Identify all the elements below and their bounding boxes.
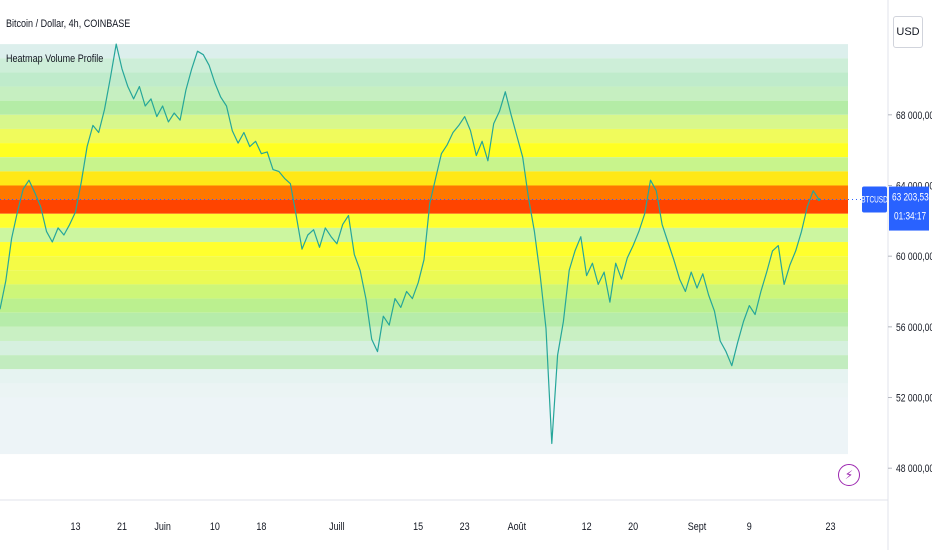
heatmap-band (0, 143, 848, 158)
time-axis-label: Sept (688, 521, 707, 533)
heatmap-band (0, 397, 848, 455)
heatmap-band (0, 242, 848, 257)
countdown-label: 01:34:17 (894, 211, 926, 223)
last-point (817, 198, 821, 202)
price-tick-label: 60 000,00 (896, 251, 932, 263)
time-axis-label: 23 (826, 521, 836, 533)
heatmap-band (0, 227, 848, 243)
time-axis-label: 18 (256, 521, 266, 533)
heatmap-band (0, 312, 848, 327)
indicator-label[interactable]: Heatmap Volume Profile (6, 53, 104, 65)
price-tick-label: 68 000,00 (896, 110, 932, 122)
heatmap-band (0, 213, 848, 228)
heatmap-band (0, 326, 848, 341)
heatmap-band (0, 199, 848, 214)
symbol-tag[interactable] (862, 186, 887, 213)
heatmap-band (0, 157, 848, 172)
time-axis-label: Août (508, 521, 527, 533)
heatmap-band (0, 298, 848, 313)
chart-title: Bitcoin / Dollar, 4h, COINBASE (6, 18, 131, 30)
time-axis-label: 10 (210, 521, 220, 533)
heatmap-band (0, 355, 848, 370)
lightning-icon[interactable]: ⚡ (838, 464, 860, 486)
heatmap-band (0, 256, 848, 271)
heatmap-band (0, 340, 848, 356)
heatmap-band (0, 128, 848, 144)
time-axis-label: 9 (747, 521, 752, 533)
heatmap-band (0, 44, 848, 59)
price-tick-label: 48 000,00 (896, 463, 932, 475)
currency-button[interactable]: USD (893, 16, 923, 48)
price-tick-label: 56 000,00 (896, 322, 932, 334)
last-price-tag[interactable] (889, 186, 929, 231)
time-axis-label: 13 (70, 521, 80, 533)
price-series-line (0, 43, 820, 445)
price-tick-label: 52 000,00 (896, 393, 932, 405)
time-axis-label: 21 (117, 521, 127, 533)
heatmap-band (0, 383, 848, 398)
symbol-tag-label: BTCUSD (861, 195, 888, 205)
time-axis-label: 15 (413, 521, 423, 533)
time-axis-label: Juin (154, 521, 171, 533)
heatmap-band (0, 369, 848, 384)
time-axis-label: 20 (628, 521, 638, 533)
heatmap-band (0, 100, 848, 115)
heatmap-band (0, 171, 848, 186)
heatmap-band (0, 114, 848, 129)
time-axis-label: 12 (582, 521, 592, 533)
time-axis-label: Juill (329, 521, 345, 533)
heatmap-band (0, 185, 848, 200)
last-price-label: 63 203,53 (892, 192, 929, 204)
heatmap-band (0, 270, 848, 285)
time-axis-label: 23 (460, 521, 470, 533)
heatmap-band (0, 284, 848, 299)
heatmap-band (0, 86, 848, 101)
heatmap-band (0, 58, 848, 73)
